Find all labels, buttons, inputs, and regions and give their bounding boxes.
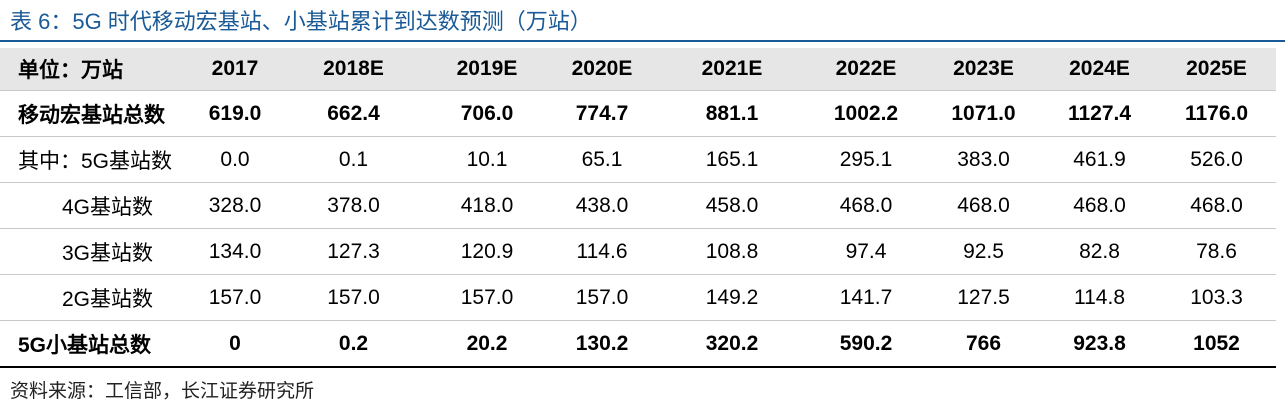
header-year: 2025E <box>1157 48 1276 91</box>
table-cell: 157.0 <box>547 274 657 321</box>
header-year: 2019E <box>427 48 547 91</box>
table-cell: 165.1 <box>657 136 807 183</box>
table-cell: 438.0 <box>547 182 657 229</box>
table-cell: 619.0 <box>190 90 280 137</box>
header-year: 2023E <box>925 48 1042 91</box>
table-cell: 157.0 <box>427 274 547 321</box>
table-cell: 65.1 <box>547 136 657 183</box>
header-year: 2018E <box>280 48 427 91</box>
forecast-table: 单位：万站 2017 2018E 2019E 2020E 2021E 2022E… <box>0 48 1276 368</box>
header-year: 2024E <box>1042 48 1157 91</box>
table-title: 表 6：5G 时代移动宏基站、小基站累计到达数预测（万站） <box>10 9 592 34</box>
table-cell: 20.2 <box>427 320 547 368</box>
table-row: 4G基站数 328.0 378.0 418.0 438.0 458.0 468.… <box>0 182 1276 229</box>
table-cell: 0.2 <box>280 320 427 368</box>
table-row: 2G基站数 157.0 157.0 157.0 157.0 149.2 141.… <box>0 274 1276 321</box>
table-cell: 120.9 <box>427 228 547 275</box>
row-label: 4G基站数 <box>0 182 190 229</box>
table-cell: 468.0 <box>1157 182 1276 229</box>
table-cell: 468.0 <box>925 182 1042 229</box>
table-cell: 97.4 <box>807 228 925 275</box>
table-cell: 923.8 <box>1042 320 1157 368</box>
table-cell: 774.7 <box>547 90 657 137</box>
table-cell: 130.2 <box>547 320 657 368</box>
table-cell: 1127.4 <box>1042 90 1157 137</box>
row-label: 3G基站数 <box>0 228 190 275</box>
table-cell: 157.0 <box>280 274 427 321</box>
header-year: 2020E <box>547 48 657 91</box>
title-divider <box>0 40 1285 42</box>
source-note: 资料来源：工信部，长江证券研究所 <box>10 381 315 402</box>
table-cell: 0 <box>190 320 280 368</box>
table-cell: 92.5 <box>925 228 1042 275</box>
table-cell: 881.1 <box>657 90 807 137</box>
table-cell: 383.0 <box>925 136 1042 183</box>
table-cell: 0.1 <box>280 136 427 183</box>
table-cell: 108.8 <box>657 228 807 275</box>
table-cell: 134.0 <box>190 228 280 275</box>
header-unit: 单位：万站 <box>0 48 190 91</box>
table-cell: 157.0 <box>190 274 280 321</box>
table-cell: 82.8 <box>1042 228 1157 275</box>
table-cell: 149.2 <box>657 274 807 321</box>
table-cell: 468.0 <box>1042 182 1157 229</box>
table-header-row: 单位：万站 2017 2018E 2019E 2020E 2021E 2022E… <box>0 48 1276 91</box>
table-cell: 418.0 <box>427 182 547 229</box>
table-cell: 127.5 <box>925 274 1042 321</box>
table-cell: 78.6 <box>1157 228 1276 275</box>
table-cell: 468.0 <box>807 182 925 229</box>
table-cell: 706.0 <box>427 90 547 137</box>
table-cell: 114.6 <box>547 228 657 275</box>
table-cell: 378.0 <box>280 182 427 229</box>
table-cell: 0.0 <box>190 136 280 183</box>
table-cell: 10.1 <box>427 136 547 183</box>
table-row: 3G基站数 134.0 127.3 120.9 114.6 108.8 97.4… <box>0 228 1276 275</box>
row-label: 5G小基站总数 <box>0 320 190 368</box>
table-cell: 114.8 <box>1042 274 1157 321</box>
row-label: 其中：5G基站数 <box>0 136 190 183</box>
table-cell: 458.0 <box>657 182 807 229</box>
header-year: 2022E <box>807 48 925 91</box>
table-cell: 295.1 <box>807 136 925 183</box>
header-year: 2017 <box>190 48 280 91</box>
table-cell: 1176.0 <box>1157 90 1276 137</box>
row-label: 2G基站数 <box>0 274 190 321</box>
table-cell: 526.0 <box>1157 136 1276 183</box>
table-cell: 590.2 <box>807 320 925 368</box>
table-row: 5G小基站总数 0 0.2 20.2 130.2 320.2 590.2 766… <box>0 320 1276 368</box>
table-cell: 127.3 <box>280 228 427 275</box>
table-cell: 1052 <box>1157 320 1276 368</box>
table-row: 移动宏基站总数 619.0 662.4 706.0 774.7 881.1 10… <box>0 90 1276 137</box>
table-cell: 1002.2 <box>807 90 925 137</box>
header-year: 2021E <box>657 48 807 91</box>
table-cell: 1071.0 <box>925 90 1042 137</box>
table-cell: 662.4 <box>280 90 427 137</box>
table-cell: 328.0 <box>190 182 280 229</box>
table-cell: 766 <box>925 320 1042 368</box>
table-row: 其中：5G基站数 0.0 0.1 10.1 65.1 165.1 295.1 3… <box>0 136 1276 183</box>
table-cell: 320.2 <box>657 320 807 368</box>
table-cell: 461.9 <box>1042 136 1157 183</box>
table-cell: 103.3 <box>1157 274 1276 321</box>
table-cell: 141.7 <box>807 274 925 321</box>
row-label: 移动宏基站总数 <box>0 90 190 137</box>
